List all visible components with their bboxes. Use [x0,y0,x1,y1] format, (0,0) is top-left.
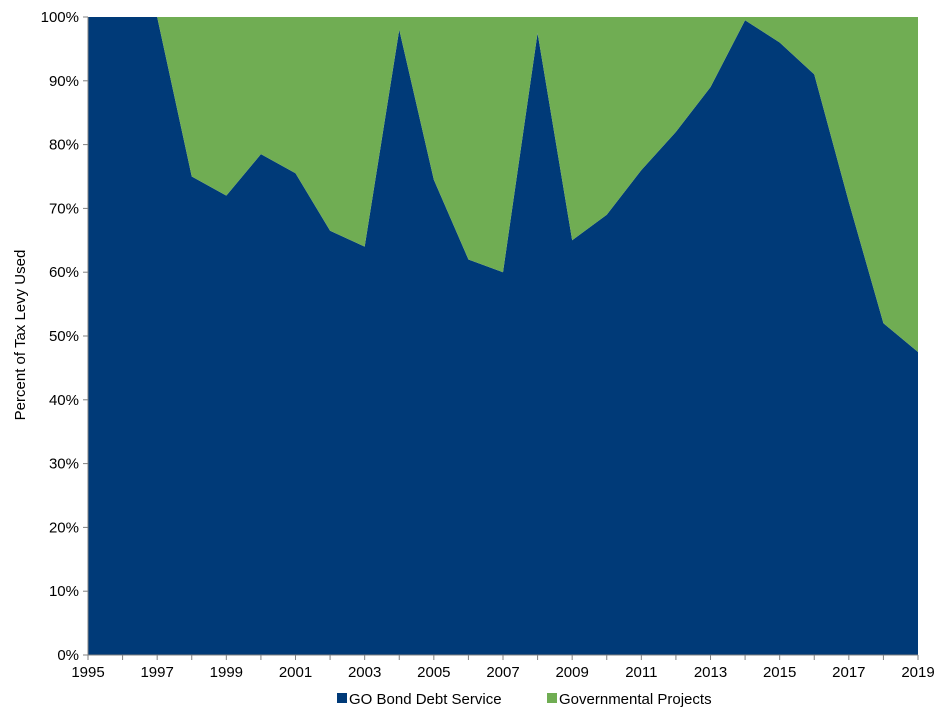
x-tick-label: 2013 [694,664,727,681]
y-tick-label: 60% [49,264,79,281]
y-axis-label: Percent of Tax Levy Used [12,250,29,421]
y-tick-label: 30% [49,456,79,473]
y-tick-label: 20% [49,519,79,536]
y-tick-label: 90% [49,73,79,90]
x-tick-label: 2007 [486,664,519,681]
x-tick-label: 2017 [832,664,865,681]
legend-label-2: Governmental Projects [559,691,712,708]
y-tick-label: 50% [49,328,79,345]
area-series-1 [88,17,918,655]
plot-area [88,17,918,655]
y-tick-label: 10% [49,583,79,600]
y-tick-label: 0% [57,647,79,664]
x-tick-label: 2003 [348,664,381,681]
axes: 0% 10% 20% 30% 40% 50% 60% 70% 80% 90% 100% 1995 199… [41,9,935,681]
legend-swatch-2 [547,693,557,703]
x-tick-label: 2001 [279,664,312,681]
x-tick-label: 2019 [901,664,934,681]
x-tick-label: 2005 [417,664,450,681]
legend-label-1: GO Bond Debt Service [349,691,502,708]
x-tick-label: 1997 [140,664,173,681]
x-tick-label: 1999 [210,664,243,681]
y-tick-label: 40% [49,392,79,409]
x-tick-label: 2011 [625,664,657,681]
legend-swatch-1 [337,693,347,703]
x-tick-label: 2009 [555,664,588,681]
x-tick-label: 2015 [763,664,796,681]
y-tick-label: 70% [49,200,79,217]
y-tick-label: 80% [49,137,79,154]
area-series-2 [88,17,918,352]
y-tick-label: 100% [41,9,79,26]
x-tick-label: 1995 [71,664,104,681]
legend: GO Bond Debt Service Governmental Project… [337,691,712,708]
